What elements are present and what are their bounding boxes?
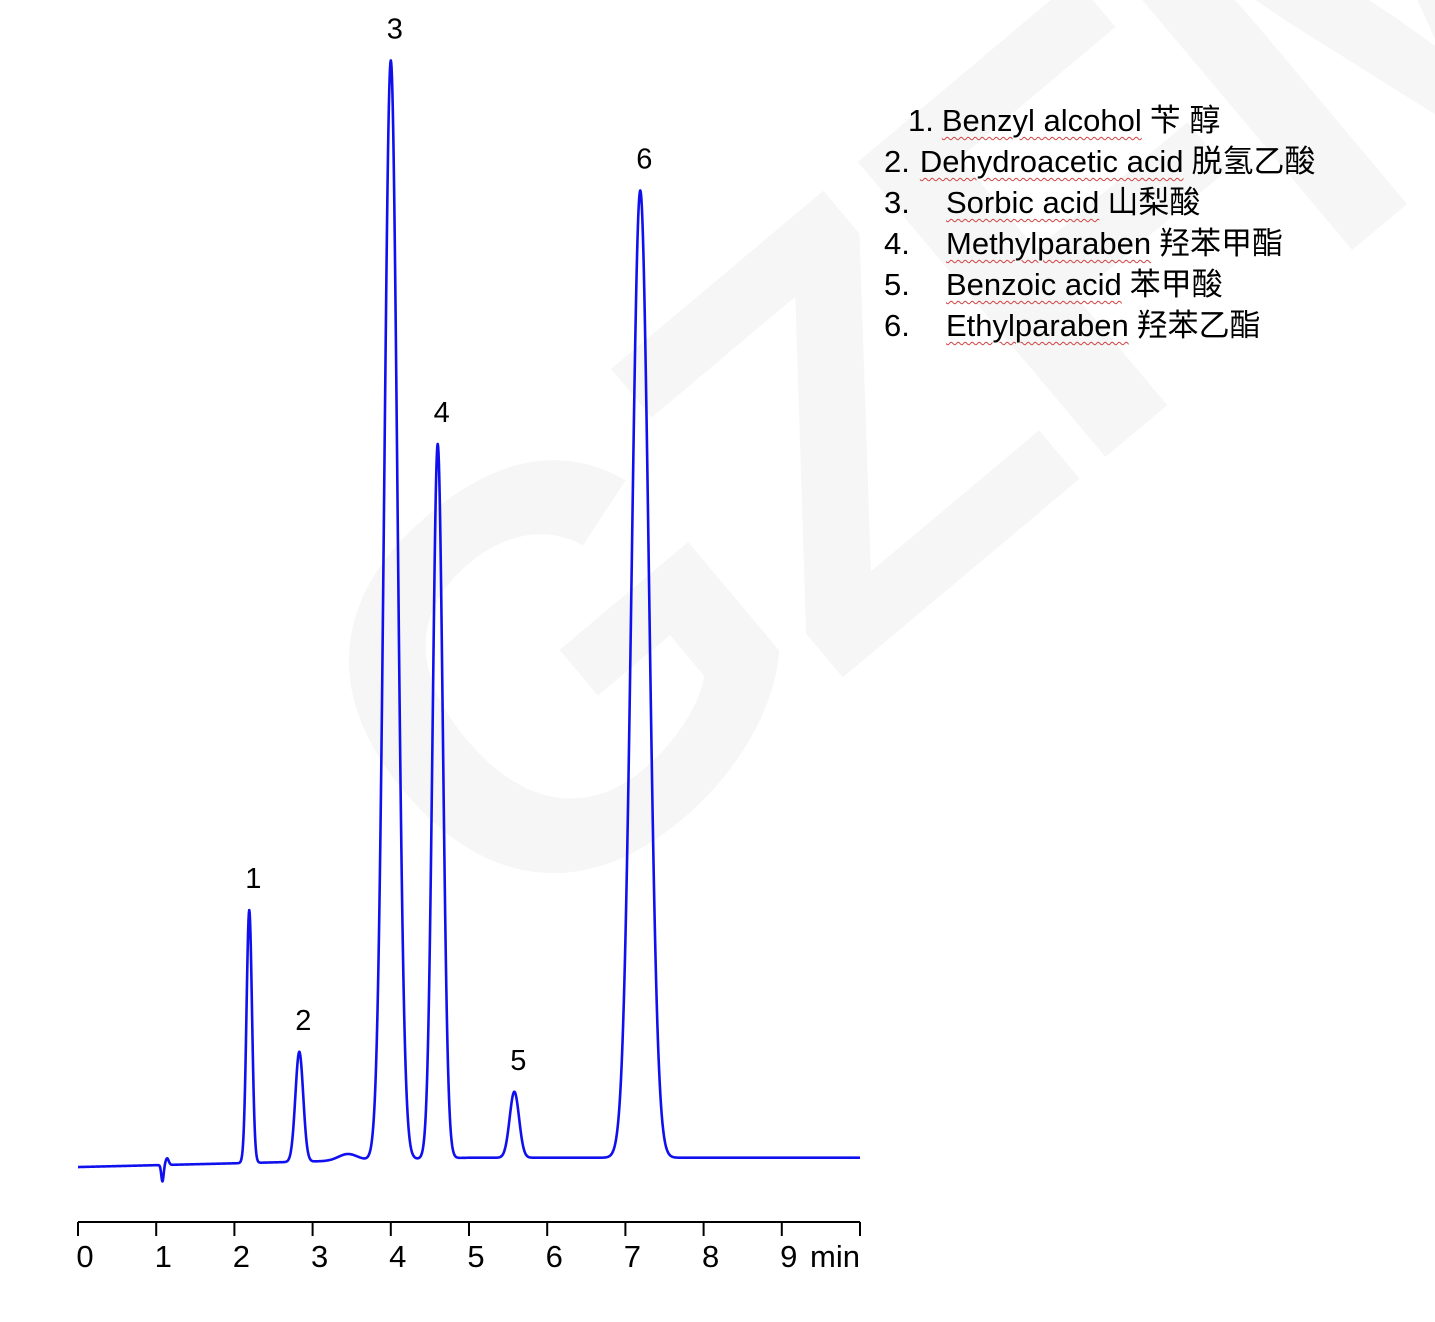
legend-name: Methylparaben	[946, 226, 1152, 261]
legend-name-zh: 苯甲酸	[1129, 267, 1223, 302]
peak-label-5: 5	[510, 1045, 526, 1077]
peak-label-2: 2	[295, 1005, 311, 1037]
legend-number: 6.	[884, 308, 910, 343]
legend-item: 3. Sorbic acid 山梨酸	[884, 182, 1316, 223]
peak-apex-5	[513, 1090, 516, 1094]
peak-apex-1	[247, 908, 251, 912]
legend-name: Sorbic acid	[946, 185, 1100, 220]
peak-label-1: 1	[245, 863, 261, 895]
x-tick-label: 3	[311, 1239, 328, 1274]
legend-item: 2. Dehydroacetic acid 脱氢乙酸	[884, 141, 1316, 182]
legend-item: 6. Ethylparaben 羟苯乙酯	[884, 305, 1316, 346]
legend-name: Benzyl alcohol	[941, 103, 1142, 138]
legend-name-zh: 羟苯甲酯	[1159, 226, 1284, 261]
x-tick-label: 5	[467, 1239, 484, 1274]
peak-apex-4	[436, 442, 440, 446]
legend-name: Benzoic acid	[946, 267, 1122, 302]
x-tick-label: 4	[389, 1239, 406, 1274]
legend-name-zh: 羟苯乙酯	[1136, 308, 1261, 343]
legend-name-zh: 脱氢乙酸	[1191, 144, 1316, 179]
legend-number: 3.	[884, 185, 910, 220]
x-tick-label: 0	[76, 1239, 93, 1274]
peak-label-3: 3	[387, 14, 403, 46]
chromatogram-trace	[77, 59, 861, 1183]
x-tick-label: 1	[155, 1239, 172, 1274]
x-tick-label: 7	[624, 1239, 641, 1274]
peak-apex-3	[389, 59, 393, 62]
legend-number: 5.	[884, 267, 910, 302]
x-tick-label: 6	[546, 1239, 563, 1274]
legend-item: 4. Methylparaben 羟苯甲酯	[884, 223, 1316, 264]
legend-name-zh: 山梨酸	[1107, 185, 1201, 220]
peak-apex-2	[298, 1050, 301, 1054]
legend-number: 1.	[908, 103, 934, 138]
legend-number: 4.	[884, 226, 910, 261]
legend-item: 1. Benzyl alcohol 苄 醇	[884, 100, 1316, 141]
legend-number: 2.	[884, 144, 910, 179]
x-axis-unit-label: min	[810, 1239, 860, 1274]
legend-item: 5. Benzoic acid 苯甲酸	[884, 264, 1316, 305]
x-tick-label: 9	[780, 1239, 797, 1274]
legend: 1. Benzyl alcohol 苄 醇 2. Dehydroacetic acid…	[884, 100, 1316, 346]
peak-apex-6	[638, 189, 642, 192]
x-tick-label: 2	[233, 1239, 250, 1274]
peak-label-6: 6	[636, 144, 652, 176]
x-tick-label: 8	[702, 1239, 719, 1274]
peak-label-4: 4	[434, 397, 450, 429]
legend-name: Ethylparaben	[946, 308, 1129, 343]
legend-name-zh: 苄 醇	[1149, 103, 1221, 138]
legend-name: Dehydroacetic acid	[919, 144, 1184, 179]
